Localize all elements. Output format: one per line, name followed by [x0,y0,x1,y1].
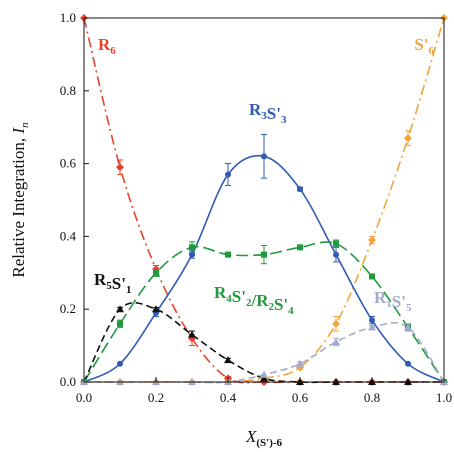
data-point [116,305,124,312]
y-tick-label: 1.0 [60,10,76,25]
fit-curve-4 [84,303,444,383]
data-point [261,252,267,258]
x-tick-label: 0.8 [364,390,380,405]
data-point [225,172,231,178]
y-axis-title: Relative Integration, In [9,122,31,278]
series-label-1: S'6 [414,35,434,57]
data-point [261,153,267,159]
y-tick-label: 0.8 [60,83,76,98]
data-point [117,321,123,327]
data-point [332,338,340,345]
x-tick-label: 1.0 [436,390,452,405]
y-tick-label: 0.2 [60,301,76,316]
plot-frame [84,18,444,382]
x-tick-label: 0.0 [76,390,92,405]
data-point [260,371,268,378]
fit-curve-0 [84,18,444,383]
data-point [404,134,412,142]
data-point [189,244,195,250]
x-tick-label: 0.6 [292,390,309,405]
x-tick-label: 0.4 [220,390,237,405]
data-point [224,356,232,363]
data-point [333,241,339,247]
axis-ticks: 0.0 0.2 0.4 0.6 0.8 1.0 0.0 0.2 0.4 0.6 0.8 1.0 [60,10,452,405]
series-label-2: R3S'3 [249,100,287,126]
y-tick-label: 0.4 [60,228,77,243]
data-point [225,252,231,258]
series-label-4: R5S'1 [94,270,131,296]
series-label-0: R6 [98,35,116,57]
y-tick-label: 0.0 [60,374,76,389]
data-point [369,317,375,323]
series-label-3: R4S'2/R2S'4 [214,283,294,317]
data-point [333,252,339,258]
y-tick-label: 0.6 [60,156,77,171]
fit-curve-1 [84,18,444,382]
data-point [297,186,303,192]
series-label-5: R1S'5 [374,288,412,314]
x-axis-title: X(S')-6 [245,427,283,449]
data-point [153,270,159,276]
data-point [297,244,303,250]
data-point [405,361,411,367]
data-point [368,236,376,244]
data-point [369,273,375,279]
fit-curves [84,18,444,383]
data-point [332,320,340,328]
x-tick-label: 0.2 [148,390,164,405]
data-point [116,163,124,171]
data-points [80,14,448,386]
data-point [117,361,123,367]
data-point [189,252,195,258]
